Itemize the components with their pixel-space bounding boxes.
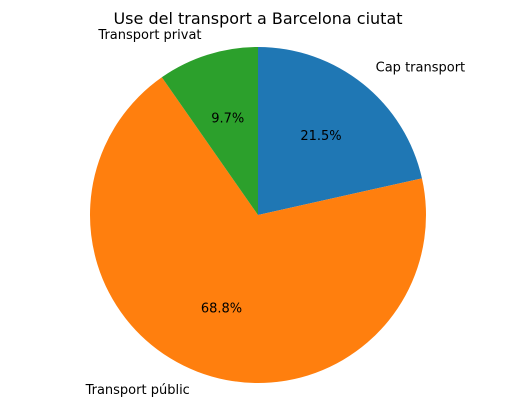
pie-slice-transport-public: [89, 77, 426, 384]
pie-slice-cap-transport: [258, 47, 422, 215]
slice-label-cap-transport: Cap transport: [376, 61, 466, 76]
pie-slices: [89, 47, 426, 384]
chart-title: Use del transport a Barcelona ciutat: [113, 9, 402, 28]
percent-label-cap-transport: 21.5%: [300, 129, 341, 144]
slice-label-transport-public: Transport públic: [85, 383, 190, 398]
percent-label-transport-public: 68.8%: [201, 301, 242, 316]
percent-label-transport-privat: 9.7%: [211, 111, 244, 126]
slice-label-transport-privat: Transport privat: [97, 28, 201, 43]
pie-labels: Cap transport 21.5% Transport públic 68.8% T…: [85, 28, 466, 398]
pie-slice-transport-privat: [161, 47, 258, 215]
